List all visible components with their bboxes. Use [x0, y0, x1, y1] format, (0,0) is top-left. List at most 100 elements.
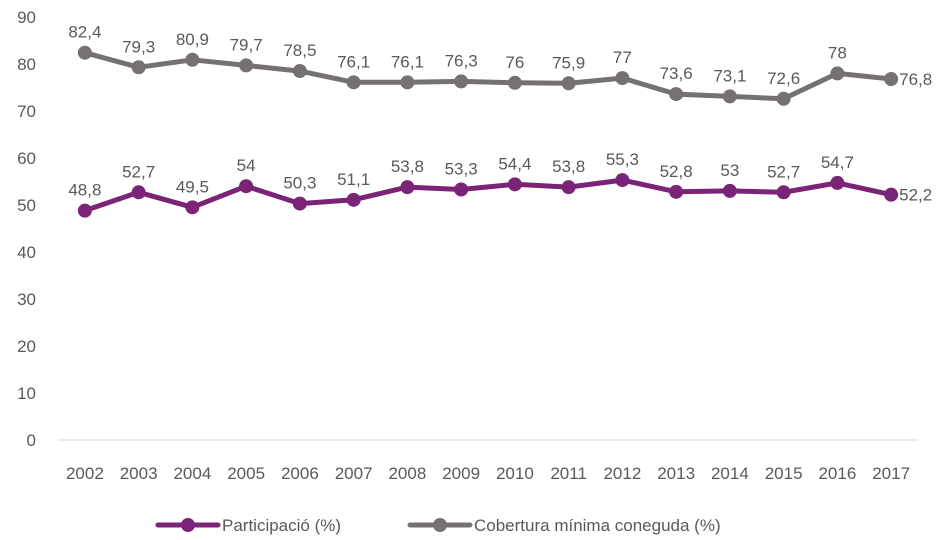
series-line [82, 50, 894, 102]
data-point [292, 64, 307, 79]
data-point [77, 45, 92, 60]
data-label: 49,5 [176, 177, 209, 196]
data-point [131, 185, 146, 200]
data-label: 76,1 [337, 52, 370, 71]
data-point [615, 173, 630, 188]
data-point [561, 180, 576, 195]
x-tick-label: 2007 [335, 464, 373, 483]
series-line [82, 177, 894, 214]
x-tick-label: 2011 [550, 464, 587, 483]
data-point [400, 180, 415, 195]
data-point [454, 74, 469, 89]
data-label: 52,8 [660, 162, 693, 181]
data-label: 79,7 [230, 35, 263, 54]
data-point [776, 185, 791, 200]
y-tick-label: 0 [27, 431, 36, 450]
y-tick-label: 60 [17, 149, 36, 168]
data-label: 53 [720, 161, 739, 180]
series-layer: 48,8 52,7 49,5 54 50,3 51,1 53,8 53,3 54,4 53,8 55… [68, 23, 932, 218]
data-point [561, 76, 576, 91]
data-label: 82,4 [68, 23, 101, 42]
data-label: 77 [613, 48, 632, 67]
data-label: 51,1 [337, 170, 370, 189]
data-label: 54,7 [821, 153, 854, 172]
data-point [454, 182, 469, 197]
y-tick-label: 30 [17, 290, 36, 309]
data-point [346, 75, 361, 90]
y-tick-label: 90 [17, 8, 36, 27]
data-label: 53,8 [391, 157, 424, 176]
legend: Participació (%) Cobertura mínima conegud… [155, 516, 721, 535]
x-tick-label: 2013 [657, 464, 695, 483]
data-point [185, 52, 200, 67]
data-point [239, 179, 254, 194]
data-label: 54,4 [498, 154, 531, 173]
data-point [131, 60, 146, 75]
data-label: 79,3 [122, 37, 155, 56]
legend-marker [181, 518, 195, 532]
data-label: 52,7 [767, 162, 800, 181]
y-tick-label: 80 [17, 55, 36, 74]
x-tick-label: 2009 [442, 464, 480, 483]
data-point [239, 58, 254, 73]
data-label: 76,8 [899, 70, 932, 89]
y-axis-ticks: 0 10 20 30 40 50 60 70 80 90 [17, 8, 36, 450]
legend-label: Cobertura mínima coneguda (%) [474, 516, 721, 535]
data-label: 48,8 [68, 181, 101, 200]
data-label: 53,3 [445, 159, 478, 178]
data-label: 78,5 [283, 41, 316, 60]
data-label: 76,1 [391, 52, 424, 71]
x-tick-label: 2003 [120, 464, 158, 483]
x-tick-label: 2017 [872, 464, 910, 483]
data-point [669, 87, 684, 102]
y-tick-label: 50 [17, 196, 36, 215]
legend-marker [433, 518, 447, 532]
x-tick-label: 2016 [818, 464, 856, 483]
x-tick-label: 2004 [173, 464, 211, 483]
data-point [77, 203, 92, 218]
data-point [292, 196, 307, 211]
data-label: 76,3 [445, 51, 478, 70]
x-tick-label: 2015 [765, 464, 803, 483]
data-point [830, 175, 845, 190]
legend-item: Cobertura mínima coneguda (%) [407, 516, 721, 535]
x-tick-label: 2002 [66, 464, 104, 483]
data-label: 76 [505, 53, 524, 72]
data-point [507, 75, 522, 90]
x-tick-label: 2006 [281, 464, 319, 483]
data-label: 53,8 [552, 157, 585, 176]
x-axis-ticks: 2002 2003 2004 2005 2006 2007 2008 2009 2010 2011… [66, 464, 910, 483]
x-tick-label: 2008 [388, 464, 426, 483]
y-tick-label: 70 [17, 102, 36, 121]
data-label: 75,9 [552, 53, 585, 72]
data-label: 52,2 [899, 186, 932, 205]
y-tick-label: 20 [17, 337, 36, 356]
data-point [722, 89, 737, 104]
data-point [830, 66, 845, 81]
data-point [346, 192, 361, 207]
y-tick-label: 10 [17, 384, 36, 403]
x-tick-label: 2012 [603, 464, 641, 483]
data-point [776, 91, 791, 106]
x-tick-label: 2005 [227, 464, 265, 483]
series-2: 82,4 79,3 80,9 79,7 78,5 76,1 76,1 76,3 76 75,9 77… [68, 23, 932, 106]
data-label: 54 [237, 156, 256, 175]
data-label: 52,7 [122, 162, 155, 181]
data-point [615, 71, 630, 86]
data-point [507, 177, 522, 192]
data-label: 50,3 [283, 174, 316, 193]
data-label: 78 [828, 43, 847, 62]
data-label: 72,6 [767, 69, 800, 88]
legend-label: Participació (%) [222, 516, 341, 535]
data-label: 55,3 [606, 150, 639, 169]
data-point [400, 75, 415, 90]
data-label: 80,9 [176, 30, 209, 49]
legend-item: Participació (%) [155, 516, 341, 535]
data-point [884, 72, 899, 87]
data-point [722, 183, 737, 198]
data-point [884, 187, 899, 202]
series-1: 48,8 52,7 49,5 54 50,3 51,1 53,8 53,3 54,4 53,8 55… [68, 150, 932, 218]
data-label: 73,6 [660, 64, 693, 83]
data-point [669, 184, 684, 199]
